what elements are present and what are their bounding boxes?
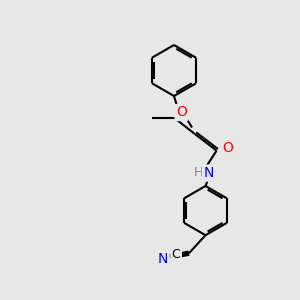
Text: C: C	[172, 248, 181, 262]
Text: O: O	[176, 106, 187, 119]
Text: H: H	[194, 166, 203, 179]
Text: N: N	[158, 252, 168, 266]
Text: O: O	[223, 141, 233, 155]
Text: N: N	[203, 166, 214, 180]
